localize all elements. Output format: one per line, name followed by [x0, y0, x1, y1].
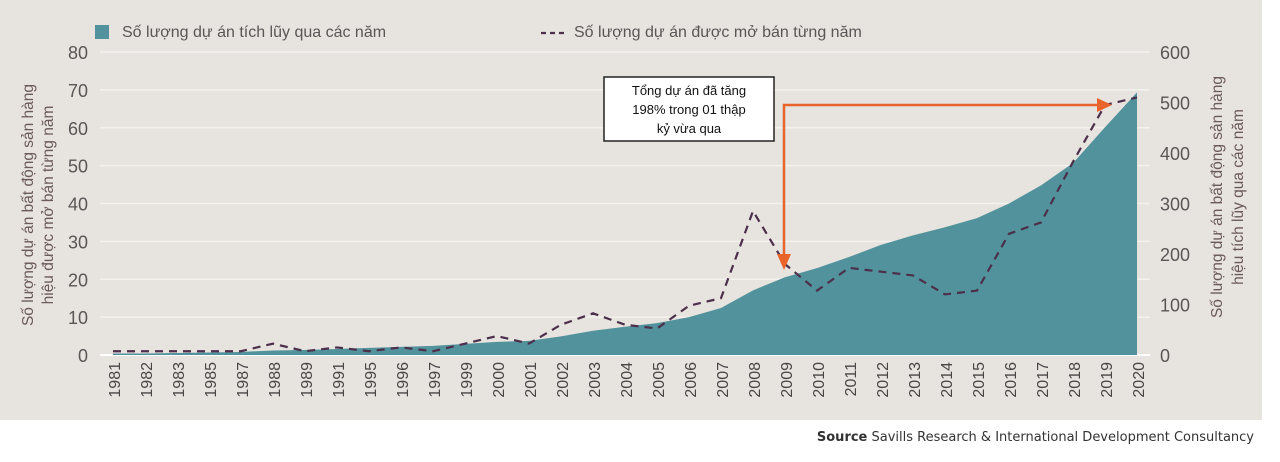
x-tick-label: 1983 — [171, 362, 188, 398]
source-text: Savills Research & International Develop… — [871, 430, 1254, 445]
left-axis-title: hiệu được mở bán từng năm — [40, 106, 57, 305]
x-tick-label: 1995 — [363, 362, 380, 398]
x-tick-label: 2005 — [651, 362, 668, 398]
right-axis-title: Số lượng dự án bất động sản hàng — [1209, 76, 1226, 318]
legend-label-area: Số lượng dự án tích lũy qua các năm — [122, 24, 386, 41]
annotation-text: Tổng dự án đã tăng — [632, 83, 746, 98]
left-tick-label: 20 — [68, 270, 88, 290]
x-tick-label: 2013 — [907, 362, 924, 398]
x-tick-label: 1991 — [331, 362, 348, 398]
x-tick-label: 2017 — [1035, 362, 1052, 398]
annotation-box — [603, 76, 775, 142]
x-tick-label: 2015 — [971, 362, 988, 398]
x-tick-label: 1982 — [139, 362, 156, 398]
x-tick-label: 1996 — [395, 362, 412, 398]
x-tick-label: 1987 — [235, 362, 252, 398]
left-tick-label: 10 — [68, 308, 88, 328]
x-tick-label: 2002 — [555, 362, 572, 398]
left-tick-label: 0 — [78, 346, 88, 366]
x-tick-label: 2004 — [619, 362, 636, 398]
right-tick-label: 200 — [1160, 245, 1190, 265]
legend-swatch-area — [95, 25, 109, 39]
x-tick-label: 2011 — [843, 362, 860, 397]
left-tick-label: 60 — [68, 119, 88, 139]
annotation-text: 198% trong 01 thập — [632, 102, 745, 117]
annotation-text: kỷ vừa qua — [657, 121, 722, 136]
x-tick-label: 2019 — [1099, 362, 1116, 398]
x-tick-label: 1988 — [267, 362, 284, 398]
arrowhead-down-icon — [777, 254, 791, 270]
x-tick-label: 2014 — [939, 362, 956, 398]
right-tick-label: 400 — [1160, 144, 1190, 164]
x-tick-label: 2016 — [1003, 362, 1020, 398]
x-tick-label: 2003 — [587, 362, 604, 398]
left-tick-label: 80 — [68, 43, 88, 63]
annotation-arrow — [782, 103, 1097, 258]
right-axis-title: hiệu tích lũy qua các năm — [1230, 109, 1247, 285]
x-tick-label: 2009 — [779, 362, 796, 398]
left-tick-label: 30 — [68, 232, 88, 252]
x-tick-label: 2010 — [811, 362, 828, 398]
x-tick-label: 2008 — [747, 362, 764, 398]
x-tick-label: 1985 — [203, 362, 220, 398]
x-tick-label: 2001 — [523, 362, 540, 398]
arrowhead-right-icon — [1097, 98, 1112, 112]
source-label: Source — [816, 430, 868, 445]
x-tick-label: 2012 — [875, 362, 892, 398]
left-tick-label: 40 — [68, 195, 88, 215]
x-tick-label: 1999 — [459, 362, 476, 398]
left-tick-label: 50 — [68, 157, 88, 177]
x-tick-label: 1997 — [427, 362, 444, 398]
right-tick-label: 300 — [1160, 195, 1190, 215]
x-tick-label: 1989 — [299, 362, 316, 398]
cumulative-area — [113, 92, 1137, 356]
left-tick-label: 70 — [68, 81, 88, 101]
x-tick-label: 2020 — [1131, 362, 1148, 398]
x-tick-label: 2007 — [715, 362, 732, 398]
left-axis-title: Số lượng dự án bất động sản hàng — [20, 84, 37, 326]
right-tick-label: 100 — [1160, 296, 1190, 316]
right-tick-label: 600 — [1160, 43, 1190, 63]
x-tick-label: 1981 — [107, 362, 124, 398]
x-tick-label: 2018 — [1067, 362, 1084, 398]
x-tick-label: 2006 — [683, 362, 700, 398]
source-note: Source Savills Research & International … — [817, 430, 1254, 445]
legend-label-line: Số lượng dự án được mở bán từng năm — [574, 24, 862, 41]
x-tick-label: 2000 — [491, 362, 508, 398]
right-tick-label: 0 — [1160, 346, 1170, 366]
annual-dashed-line — [113, 96, 1138, 353]
right-tick-label: 500 — [1160, 94, 1190, 114]
